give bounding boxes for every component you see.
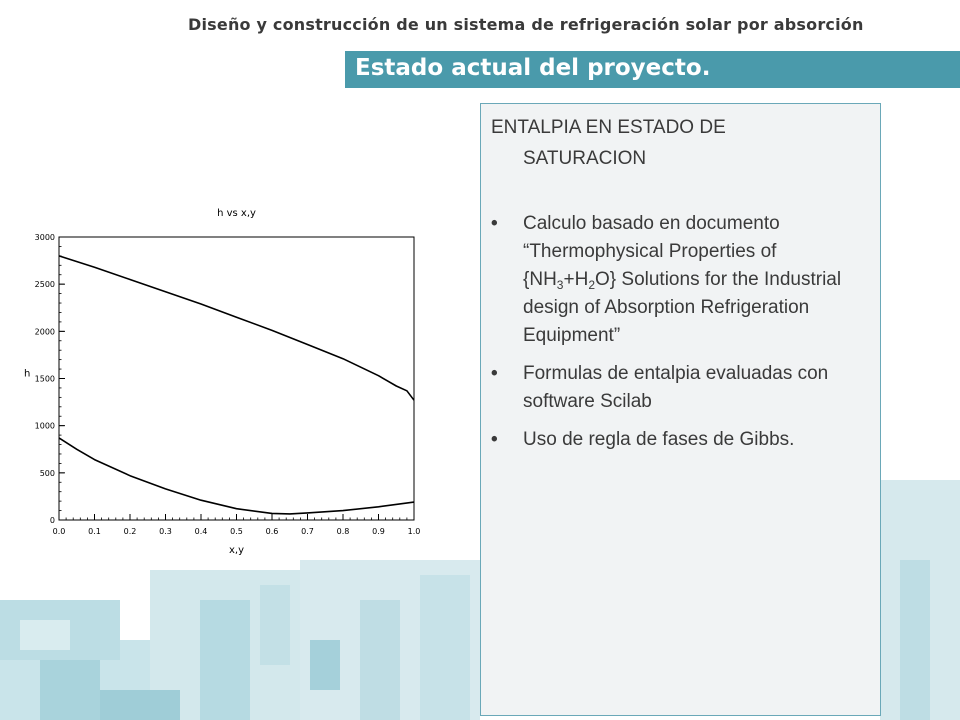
bullet-item-3: • Uso de regla de fases de Gibbs. [491,426,861,454]
bullet-list: • Calculo basado en documento “Thermophy… [491,210,861,464]
bullet-1-subscript-2: 2 [588,278,595,292]
x-tick-label: 0.9 [372,527,385,536]
x-axis-label: x,y [229,545,244,556]
y-tick-label: 2500 [35,280,55,289]
x-tick-label: 1.0 [408,527,421,536]
series-line-1 [58,255,415,401]
x-tick-label: 0.8 [337,527,350,536]
title-banner: Estado actual del proyecto. [345,51,960,88]
chart-container: 0.0 0.1 0.2 0.3 0.4 0.5 0.6 0.7 0.8 0.9 1.0 0 500 100… [17,197,447,557]
x-tick-label: 0.4 [195,527,208,536]
text-panel: ENTALPIA EN ESTADO DE SATURACION • Calcu… [480,103,881,716]
y-tick-label: 1500 [35,375,55,384]
section-heading: ENTALPIA EN ESTADO DE SATURACION [491,112,831,174]
heading-line-2: SATURACION [523,148,647,169]
x-tick-label: 0.1 [88,527,101,536]
x-tick-label: 0.7 [301,527,314,536]
bullet-1-text-b: +H [563,269,589,290]
bullet-1-subscript-3: 3 [556,278,564,292]
bullet-icon: • [491,213,498,234]
bullet-2-text: Formulas de entalpia evaluadas con softw… [523,363,829,412]
series-line-2 [58,437,415,515]
bullet-item-1: • Calculo basado en documento “Thermophy… [491,210,861,350]
x-tick-label: 0.3 [159,527,172,536]
y-tick-label: 0 [50,516,55,525]
enthalpy-chart: 0.0 0.1 0.2 0.3 0.4 0.5 0.6 0.7 0.8 0.9 1.0 0 500 100… [17,197,447,557]
x-tick-label: 0.0 [53,527,66,536]
bullet-item-2: • Formulas de entalpia evaluadas con sof… [491,360,861,416]
heading-line-1: ENTALPIA EN ESTADO DE [491,117,726,138]
y-tick-label: 1000 [35,422,55,431]
x-tick-label: 0.2 [124,527,137,536]
chart-background [17,197,447,557]
x-tick-label: 0.6 [266,527,279,536]
y-tick-label: 3000 [35,233,55,242]
y-tick-label: 500 [40,469,55,478]
y-axis-label: h [24,369,30,380]
bullet-1-text-a: Calculo basado en documento “Thermophysi… [523,213,780,290]
bullet-icon: • [491,429,498,450]
y-tick-label: 2000 [35,327,55,336]
bullet-3-text: Uso de regla de fases de Gibbs. [523,429,795,450]
background-building-texture [0,480,960,720]
header-title: Diseño y construcción de un sistema de r… [188,15,864,34]
chart-title: h vs x,y [217,208,256,219]
bullet-1-text-c: O} Solutions for the Industrial design o… [523,269,842,346]
x-tick-label: 0.5 [230,527,243,536]
bullet-icon: • [491,363,498,384]
slide-title: Estado actual del proyecto. [355,55,711,81]
